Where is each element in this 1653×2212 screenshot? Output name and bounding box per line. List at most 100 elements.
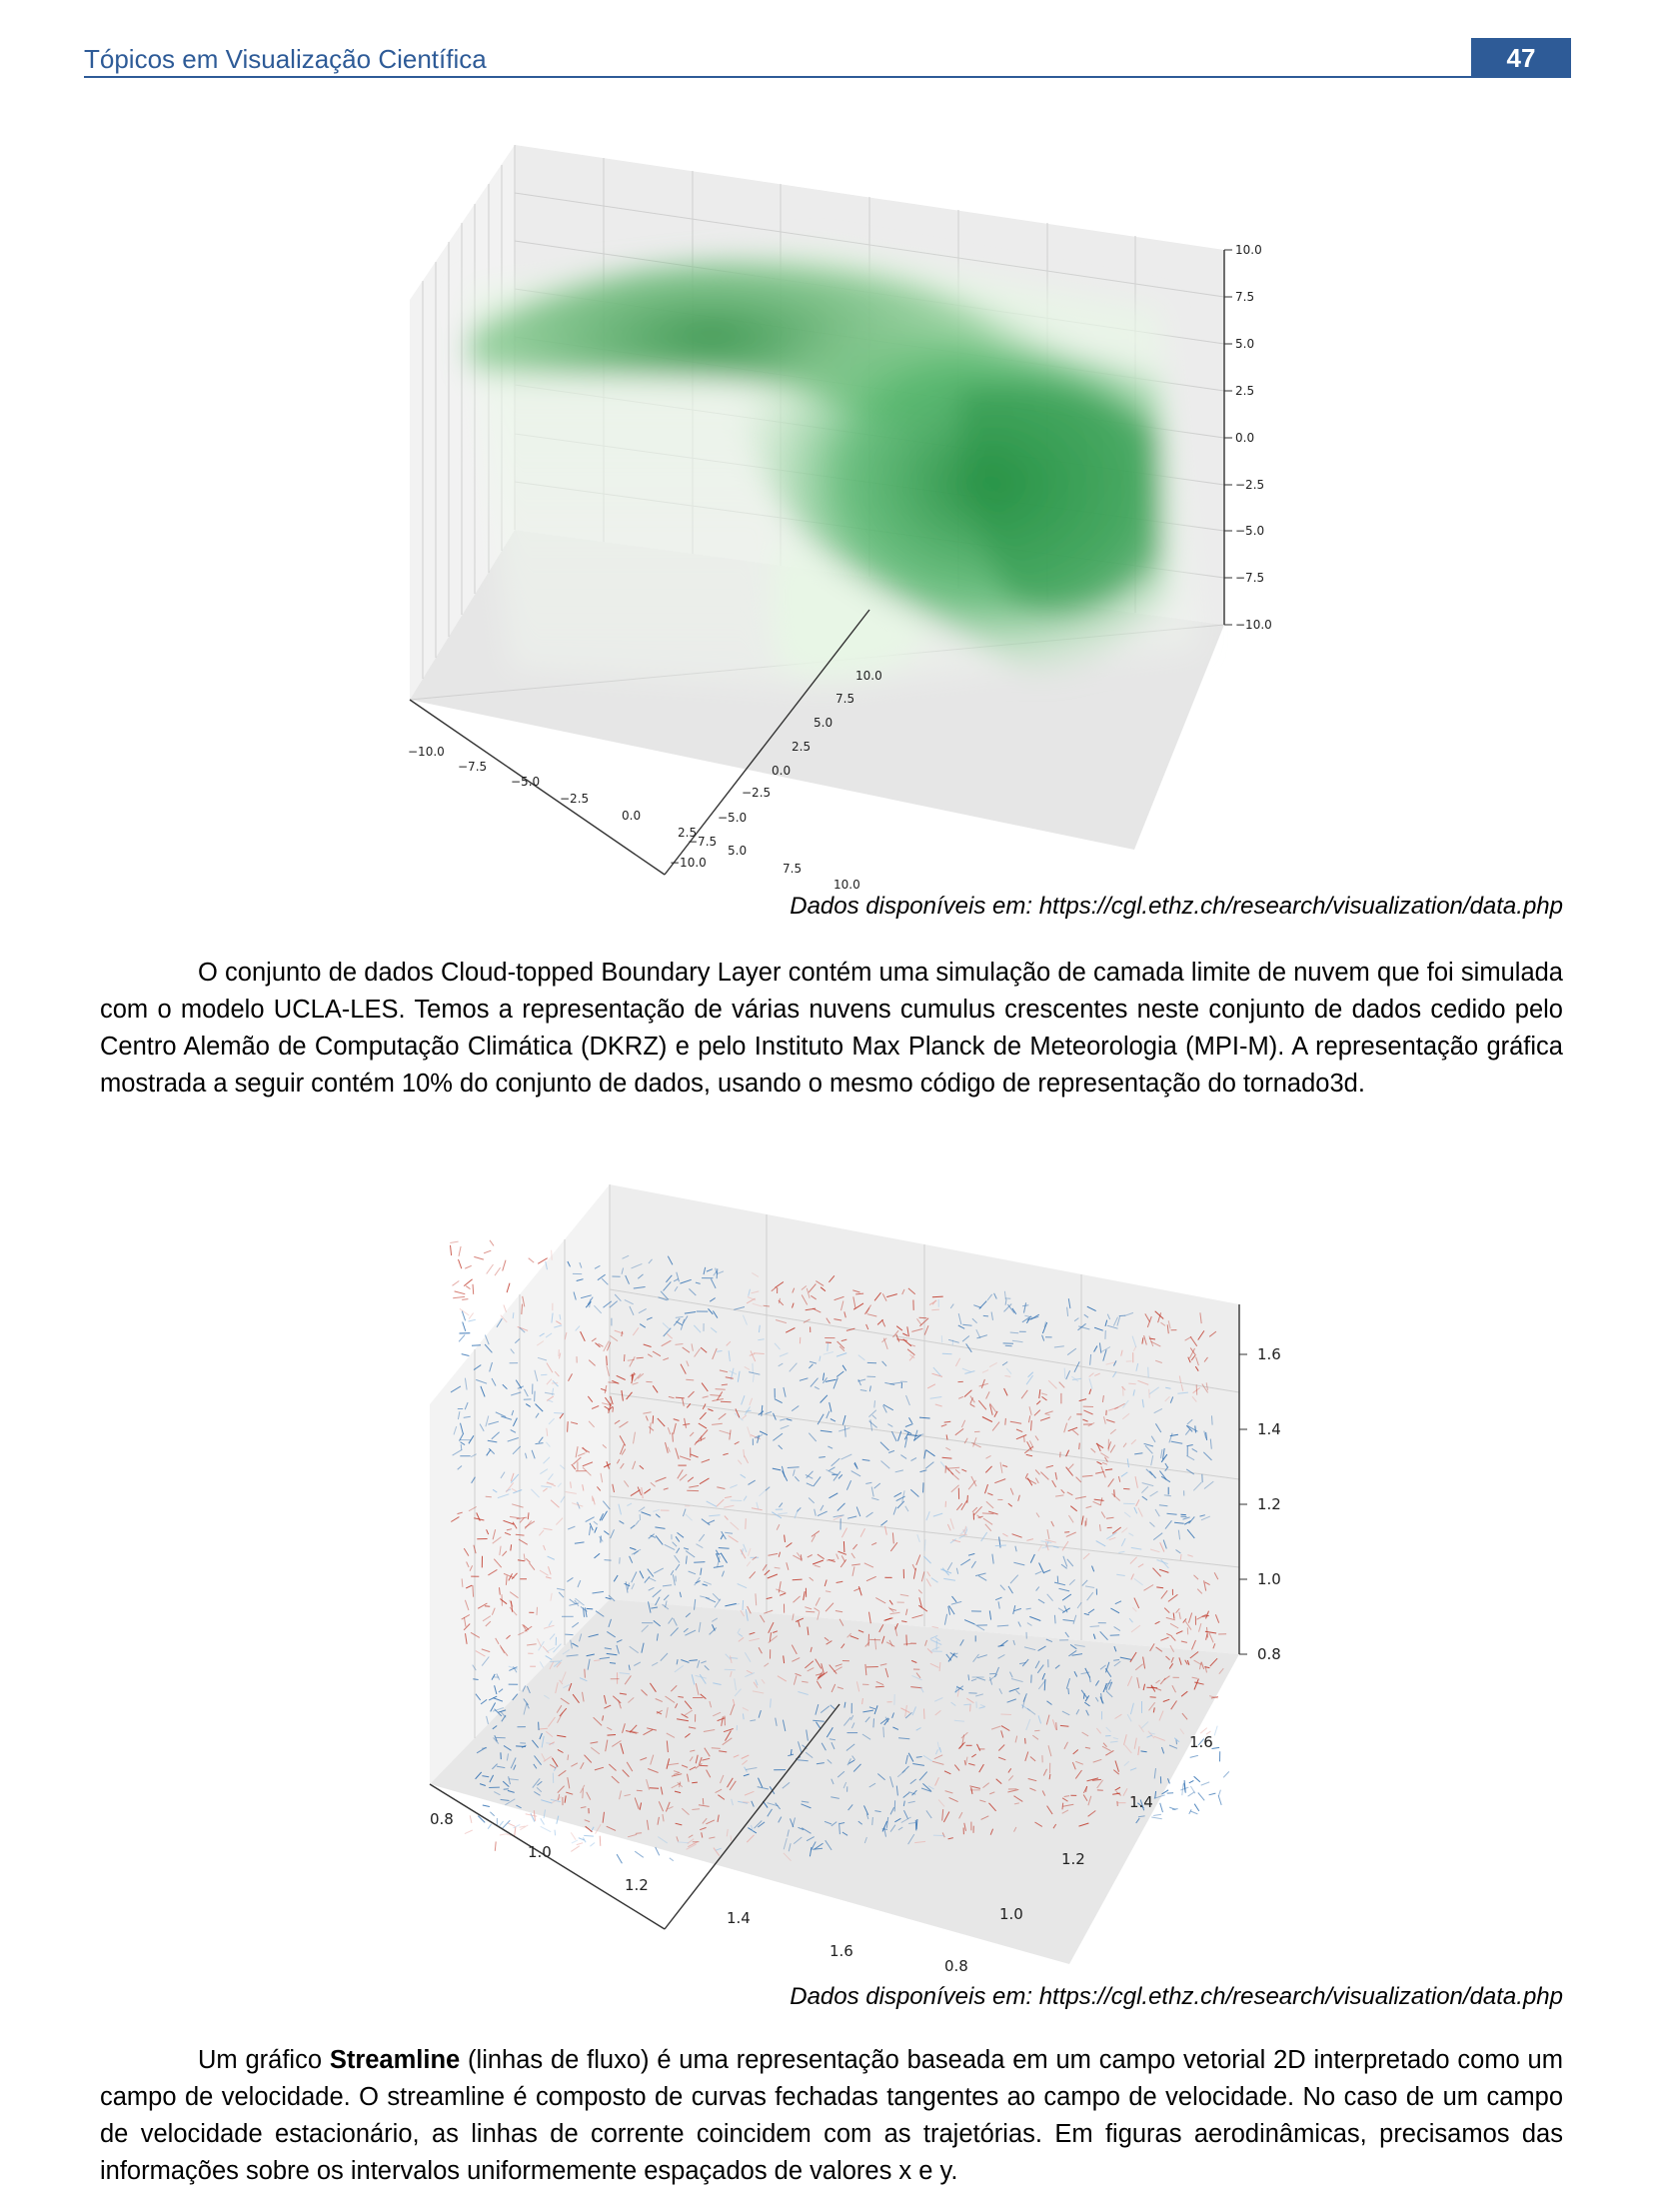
vector-arrow (675, 1822, 683, 1826)
vector-arrow (518, 1538, 529, 1545)
vector-arrow (591, 1337, 597, 1342)
vector-arrow (670, 1684, 678, 1692)
vector-arrow (572, 1456, 582, 1465)
vector-arrow (1026, 1538, 1034, 1541)
vector-arrow (891, 1532, 894, 1544)
vector-arrow (985, 1500, 994, 1509)
vector-arrow (463, 1278, 473, 1286)
vector-arrow (497, 1493, 510, 1499)
vector-arrow (994, 1596, 1002, 1601)
vector-arrow (835, 1370, 844, 1377)
vector-arrow (702, 1757, 711, 1761)
vector-arrow (701, 1458, 711, 1463)
vector-arrow (1194, 1681, 1204, 1685)
vector-arrow (1103, 1416, 1106, 1424)
vector-arrow (743, 1773, 750, 1777)
vector-arrow (1063, 1795, 1070, 1797)
vector-arrow (525, 1452, 528, 1459)
vector-arrow (1197, 1792, 1205, 1801)
vector-arrow (926, 1383, 936, 1389)
vector-arrow (604, 1384, 608, 1394)
vector-arrow (574, 1541, 585, 1544)
vector-arrow (652, 1350, 662, 1357)
vector-arrow (1003, 1290, 1006, 1300)
vector-arrow (688, 1570, 697, 1575)
vector-arrow (1082, 1552, 1090, 1560)
vector-arrow (599, 1835, 602, 1846)
vector-arrow (700, 1693, 707, 1699)
vector-arrow (681, 1807, 690, 1815)
vector-arrow (904, 1436, 908, 1448)
vector-arrow (725, 1602, 737, 1607)
vector-arrow (579, 1677, 588, 1682)
vector-arrow (895, 1785, 898, 1796)
vector-arrow (1046, 1593, 1053, 1602)
vector-arrow (768, 1635, 779, 1643)
vector-arrow (886, 1293, 897, 1298)
vector-arrow (656, 1633, 659, 1641)
vector-arrow (1153, 1794, 1165, 1799)
vector-arrow (778, 1512, 788, 1515)
vector-arrow (717, 1350, 723, 1352)
vector-arrow (863, 1805, 869, 1816)
vector-arrow (540, 1468, 549, 1475)
vector-arrow (738, 1800, 749, 1804)
vector-arrow (1150, 1340, 1161, 1347)
vector-arrow (603, 1300, 613, 1308)
vector-arrow (1074, 1644, 1085, 1647)
vector-arrow (590, 1842, 596, 1847)
vector-arrow (569, 1598, 577, 1605)
vector-arrow (767, 1808, 773, 1817)
vector-arrow (499, 1545, 502, 1555)
vector-arrow (595, 1342, 601, 1348)
vector-arrow (663, 1281, 672, 1291)
vector-arrow (900, 1707, 910, 1713)
vector-arrow (743, 1543, 748, 1553)
vector-arrow (848, 1759, 855, 1764)
vector-arrow (450, 1385, 462, 1393)
vector-arrow (463, 1547, 470, 1556)
vector-arrow (458, 1334, 466, 1342)
vector-arrow (594, 1659, 601, 1662)
vector-arrow (535, 1403, 544, 1412)
vector-arrow (551, 1312, 554, 1323)
vector-arrow (916, 1534, 920, 1543)
vector-arrow (1044, 1412, 1050, 1416)
vector-arrow (694, 1598, 697, 1610)
vector-arrow (820, 1286, 826, 1292)
vector-arrow (608, 1402, 612, 1414)
vector-arrow (1185, 1424, 1193, 1432)
vector-arrow (970, 1560, 976, 1568)
vector-arrow (1123, 1760, 1130, 1766)
vector-arrow (920, 1571, 925, 1582)
vector-arrow (725, 1653, 732, 1660)
vector-arrow (639, 1323, 647, 1328)
y-tick-label: 1.0 (999, 1905, 1023, 1923)
vector-arrow (627, 1502, 633, 1506)
vector-arrow (693, 1324, 702, 1333)
vector-arrow (759, 1489, 768, 1497)
vector-arrow (851, 1563, 860, 1566)
vector-arrow (702, 1817, 708, 1824)
vector-arrow (1078, 1822, 1089, 1827)
vector-arrow (994, 1666, 999, 1678)
vector-arrow (1106, 1531, 1117, 1540)
vector-arrow (1034, 1821, 1043, 1827)
vector-arrow (825, 1602, 834, 1612)
vector-arrow (487, 1823, 493, 1829)
vector-arrow (778, 1362, 784, 1367)
vector-arrow (663, 1357, 670, 1361)
vector-arrow (694, 1437, 702, 1445)
vector-arrow (968, 1762, 975, 1766)
vector-arrow (541, 1735, 545, 1748)
vector-arrow (595, 1823, 602, 1834)
vector-arrow (757, 1786, 770, 1790)
vector-arrow (648, 1426, 655, 1431)
vector-arrow (1106, 1324, 1118, 1329)
vector-arrow (1123, 1511, 1131, 1518)
vector-arrow (929, 1662, 939, 1668)
vector-arrow (849, 1714, 854, 1721)
vector-arrow (660, 1786, 664, 1795)
vector-arrow (783, 1852, 792, 1862)
vector-arrow (695, 1763, 703, 1769)
